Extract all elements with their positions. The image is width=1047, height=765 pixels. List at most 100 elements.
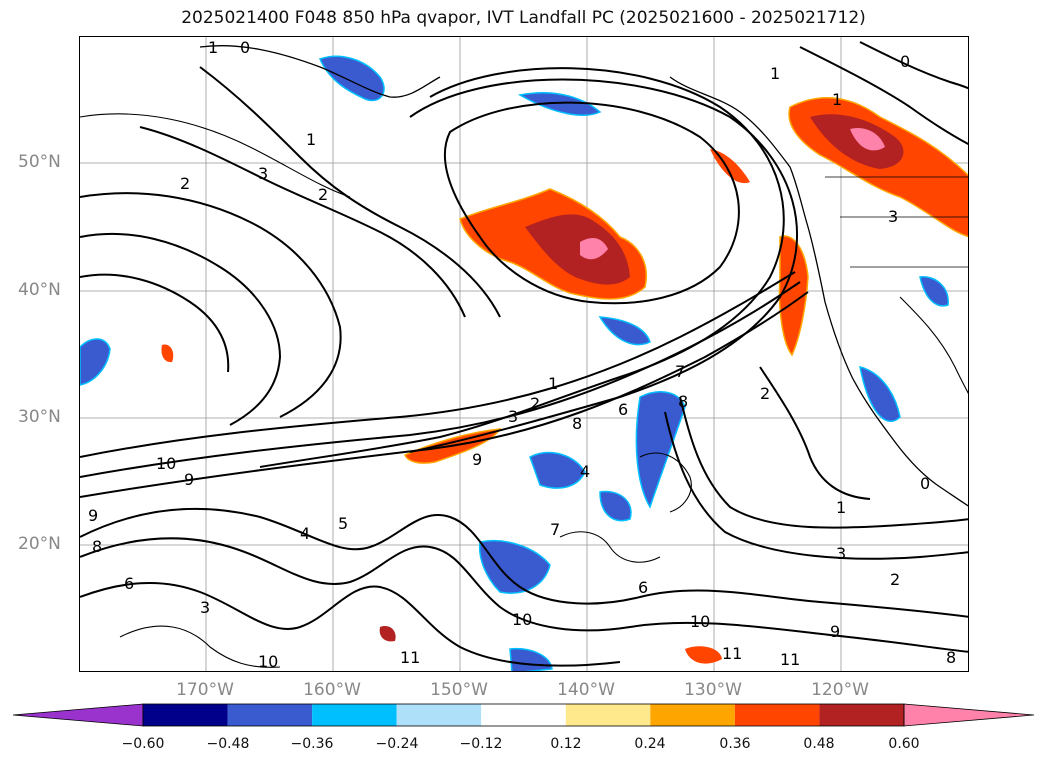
contour-label: 10	[258, 652, 278, 671]
lat-label-20n: 20°N	[18, 534, 61, 554]
contour-label: 2	[180, 174, 190, 193]
patch-cool-south2	[529, 451, 586, 489]
colorbar-tick: 0.24	[634, 736, 666, 752]
colorbar-tick: 0.60	[888, 736, 920, 752]
contour-label: 5	[338, 514, 348, 533]
patch-warm-small1	[710, 149, 750, 184]
lon-label-160w: 160°W	[303, 680, 361, 700]
colorbar-segment	[650, 704, 735, 726]
contour-label: 9	[830, 622, 840, 641]
patch-cool-south1	[478, 540, 551, 594]
patch-cool-south3	[599, 490, 632, 522]
contour-south-2	[80, 537, 968, 653]
lon-label-120w: 120°W	[811, 680, 869, 700]
contour-label: 0	[920, 474, 930, 493]
contour-label: 4	[300, 524, 310, 543]
contour-label: 1	[548, 374, 558, 393]
patch-pink-central	[580, 237, 608, 260]
contour-label: 1	[770, 64, 780, 83]
colorbar-outline	[142, 703, 905, 727]
contour-label: 7	[675, 362, 685, 381]
ivt-contours	[80, 41, 968, 667]
contour-thin-1	[80, 113, 351, 198]
colorbar-tick: −0.36	[290, 736, 334, 752]
colorbar-tick: 0.12	[550, 736, 582, 752]
colorbar	[12, 703, 1035, 727]
patch-cool-mid	[598, 316, 651, 346]
contour-label: 11	[780, 650, 800, 669]
contour-jet-3	[80, 291, 809, 498]
contour-nw-2	[139, 126, 466, 318]
contour-east-2	[664, 411, 968, 560]
contour-label: 10	[512, 610, 532, 629]
contour-labels: 1 0 1 2 3 2 1 0 1 2 3 1 2 3 6 8 7 8 9 10…	[88, 38, 956, 671]
colorbar-tick: 0.36	[719, 736, 751, 752]
contour-thin-5	[899, 296, 968, 394]
patch-cool-coast	[635, 391, 686, 509]
contour-cyclone-3	[443, 101, 740, 305]
contour-label: 0	[240, 38, 250, 57]
colorbar-segment	[481, 704, 566, 726]
contour-label: 2	[530, 394, 540, 413]
contour-label: 11	[722, 644, 742, 663]
contour-south-1	[80, 507, 968, 618]
patch-red-central	[525, 214, 630, 285]
colorbar-segment	[227, 704, 313, 726]
colorbar-segment	[565, 704, 651, 726]
colorbar-segment	[312, 704, 397, 726]
contour-thin-3	[559, 531, 661, 563]
colorbar-tick: 0.48	[803, 736, 835, 752]
patch-cool-northeast	[517, 92, 602, 116]
lat-label-30n: 30°N	[18, 407, 61, 427]
contour-jet-2	[80, 281, 801, 478]
contour-label: 8	[572, 414, 582, 433]
patch-cool-west	[80, 338, 111, 386]
contour-label: 8	[946, 648, 956, 667]
colorbar-segments	[12, 703, 1035, 727]
contour-label: 3	[200, 598, 210, 617]
contour-label: 6	[124, 574, 134, 593]
contour-west-3	[80, 273, 230, 373]
moisture-patches	[80, 55, 968, 671]
contour-east-1	[679, 396, 968, 529]
patch-cool-bottom	[509, 647, 553, 671]
contour-label: 2	[890, 570, 900, 589]
contour-label: 9	[472, 450, 482, 469]
colorbar-segment	[143, 704, 228, 726]
contour-west-2	[80, 232, 282, 426]
contour-east-3	[759, 366, 871, 500]
lat-label-50n: 50°N	[18, 152, 61, 172]
contour-label: 3	[258, 164, 268, 183]
map-title: 2025021400 F048 850 hPa qvapor, IVT Land…	[181, 8, 866, 28]
contour-nw-1	[199, 66, 501, 318]
contour-label: 9	[184, 470, 194, 489]
contour-label: 3	[888, 207, 898, 226]
colorbar-extend-right	[903, 703, 1035, 727]
patch-cool-se	[859, 365, 901, 422]
contour-label: 3	[836, 544, 846, 563]
lon-label-140w: 140°W	[557, 680, 615, 700]
contour-cyclone-1	[259, 67, 785, 468]
contour-label: 8	[92, 537, 102, 556]
lon-label-150w: 150°W	[430, 680, 488, 700]
lon-label-130w: 130°W	[684, 680, 742, 700]
contour-label: 3	[508, 407, 518, 426]
map-canvas: 1 0 1 2 3 2 1 0 1 2 3 1 2 3 6 8 7 8 9 10…	[80, 37, 968, 671]
ivt-contours-thin	[80, 113, 968, 668]
lat-label-40n: 40°N	[18, 280, 61, 300]
contour-label: 2	[318, 185, 328, 204]
contour-west-1	[80, 192, 342, 418]
contour-label: 6	[638, 578, 648, 597]
contour-label: 9	[88, 506, 98, 525]
contour-label: 4	[580, 462, 590, 481]
patch-pink-ne	[850, 127, 885, 151]
colorbar-tick: −0.24	[375, 736, 419, 752]
map-panel: 1 0 1 2 3 2 1 0 1 2 3 1 2 3 6 8 7 8 9 10…	[79, 36, 969, 672]
colorbar-tick: −0.60	[121, 736, 165, 752]
contour-label: 2	[760, 384, 770, 403]
contour-label: 1	[836, 498, 846, 517]
contour-jet-1	[80, 271, 796, 458]
patch-warm-small4	[685, 646, 722, 664]
colorbar-tick: −0.12	[459, 736, 503, 752]
lon-label-170w: 170°W	[176, 680, 234, 700]
